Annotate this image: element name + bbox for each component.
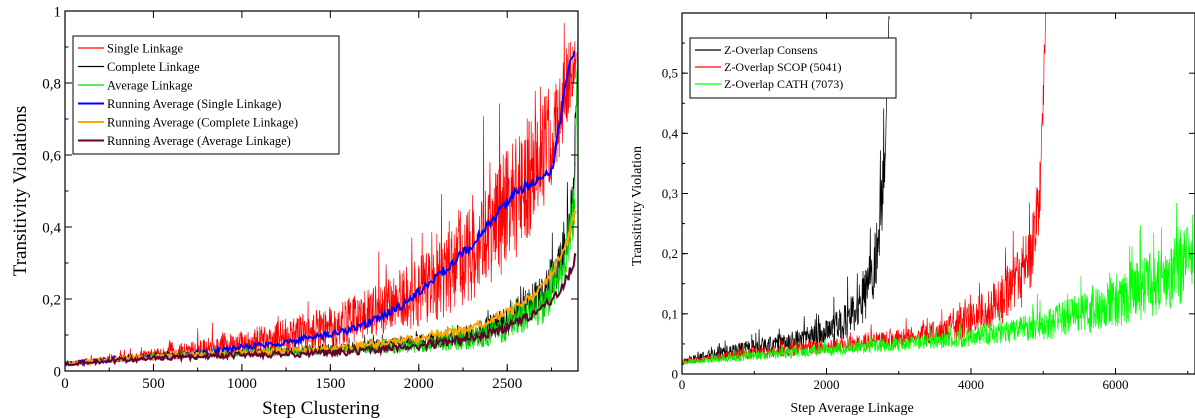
x-tick-label: 1500 — [315, 376, 345, 392]
x-tick-label: 0 — [679, 377, 686, 392]
legend-entry-label: Running Average (Complete Linkage) — [107, 115, 298, 129]
y-tick-label: 0,6 — [42, 148, 61, 164]
legend-entry-label: Single Linkage — [107, 41, 183, 55]
legend-entry-label: Z-Overlap Consens — [724, 43, 818, 57]
y-tick-label: 0,1 — [662, 306, 678, 321]
x-tick-label: 500 — [142, 376, 165, 392]
series-line-0-5 — [65, 253, 577, 367]
x-tick-label: 0 — [61, 376, 69, 392]
x-tick-label: 1000 — [227, 376, 257, 392]
series-line-0-0 — [65, 22, 577, 366]
chart-right-series — [682, 13, 1194, 366]
y-tick-label: 0,2 — [42, 292, 61, 308]
y-tick-label: 1 — [54, 4, 62, 20]
legend-entry-label: Running Average (Single Linkage) — [107, 97, 281, 111]
y-tick-label: 0,2 — [662, 246, 678, 261]
x-tick-label: 2000 — [404, 376, 434, 392]
chart-left: 0 500 1000 1500 2000 2500 0 0,2 0,4 0,6 0,8 1 Step … — [10, 4, 579, 419]
y-tick-label: 0 — [54, 364, 62, 380]
y-tick-label: 0,4 — [662, 126, 679, 141]
chart-left-series — [65, 22, 578, 368]
chart-right-x-axis-label: Step Average Linkage — [790, 401, 913, 416]
x-tick-label: 6000 — [1103, 377, 1129, 392]
series-line-1-2 — [682, 203, 1194, 365]
legend-entry-label: Z-Overlap CATH (7073) — [724, 77, 843, 91]
y-tick-label: 0,8 — [42, 76, 61, 92]
chart-right-y-axis-label: Transitivity Violation — [630, 146, 645, 266]
legend-entry-label: Complete Linkage — [107, 60, 200, 74]
x-tick-label: 2500 — [492, 376, 522, 392]
chart-left-legend-box — [72, 35, 340, 155]
chart-right-ticks: 0 2000 4000 6000 0 0,1 0,2 0,3 0,4 0,5 — [662, 12, 1195, 392]
x-tick-label: 2000 — [814, 377, 840, 392]
chart-right-legend: Z-Overlap Consens Z-Overlap SCOP (5041) Z-… — [689, 37, 897, 99]
y-tick-label: 0,5 — [662, 66, 678, 81]
chart-left-ticks: 0 500 1000 1500 2000 2500 0 0,2 0,4 0,6 0,8 1 — [42, 4, 578, 392]
legend-entry-label: Z-Overlap SCOP (5041) — [724, 60, 842, 74]
legend-entry-label: Average Linkage — [107, 78, 193, 92]
chart-left-legend: Single Linkage Complete Linkage Average Li… — [72, 35, 340, 155]
chart-right: 0 2000 4000 6000 0 0,1 0,2 0,3 0,4 0,5 Step Avera… — [630, 12, 1195, 416]
chart-right-legend-box — [689, 37, 897, 99]
legend-entry-label: Running Average (Average Linkage) — [107, 134, 291, 148]
series-line-1-1 — [682, 13, 1047, 364]
x-tick-label: 4000 — [958, 377, 984, 392]
y-tick-label: 0,3 — [662, 186, 678, 201]
chart-left-y-axis-label: Transitivity Violations — [10, 106, 31, 276]
chart-left-x-axis-label: Step Clustering — [262, 398, 380, 419]
y-tick-label: 0,4 — [42, 220, 61, 236]
y-tick-label: 0 — [672, 367, 679, 382]
